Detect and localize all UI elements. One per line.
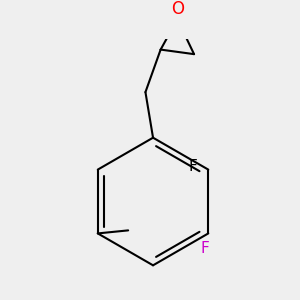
Text: O: O: [171, 0, 184, 18]
Text: F: F: [189, 159, 197, 174]
Text: F: F: [201, 241, 210, 256]
